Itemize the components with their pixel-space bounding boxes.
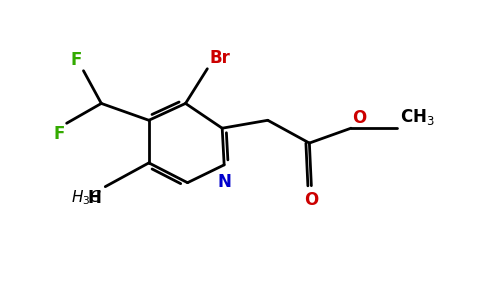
Text: F: F xyxy=(70,51,81,69)
Text: F: F xyxy=(53,125,65,143)
Text: N: N xyxy=(217,173,231,191)
Text: O: O xyxy=(304,190,318,208)
Text: CH$_3$: CH$_3$ xyxy=(399,107,434,127)
Text: H: H xyxy=(88,189,101,207)
Text: Br: Br xyxy=(209,49,230,67)
Text: $H_3C$: $H_3C$ xyxy=(71,189,102,207)
Text: O: O xyxy=(352,109,366,127)
